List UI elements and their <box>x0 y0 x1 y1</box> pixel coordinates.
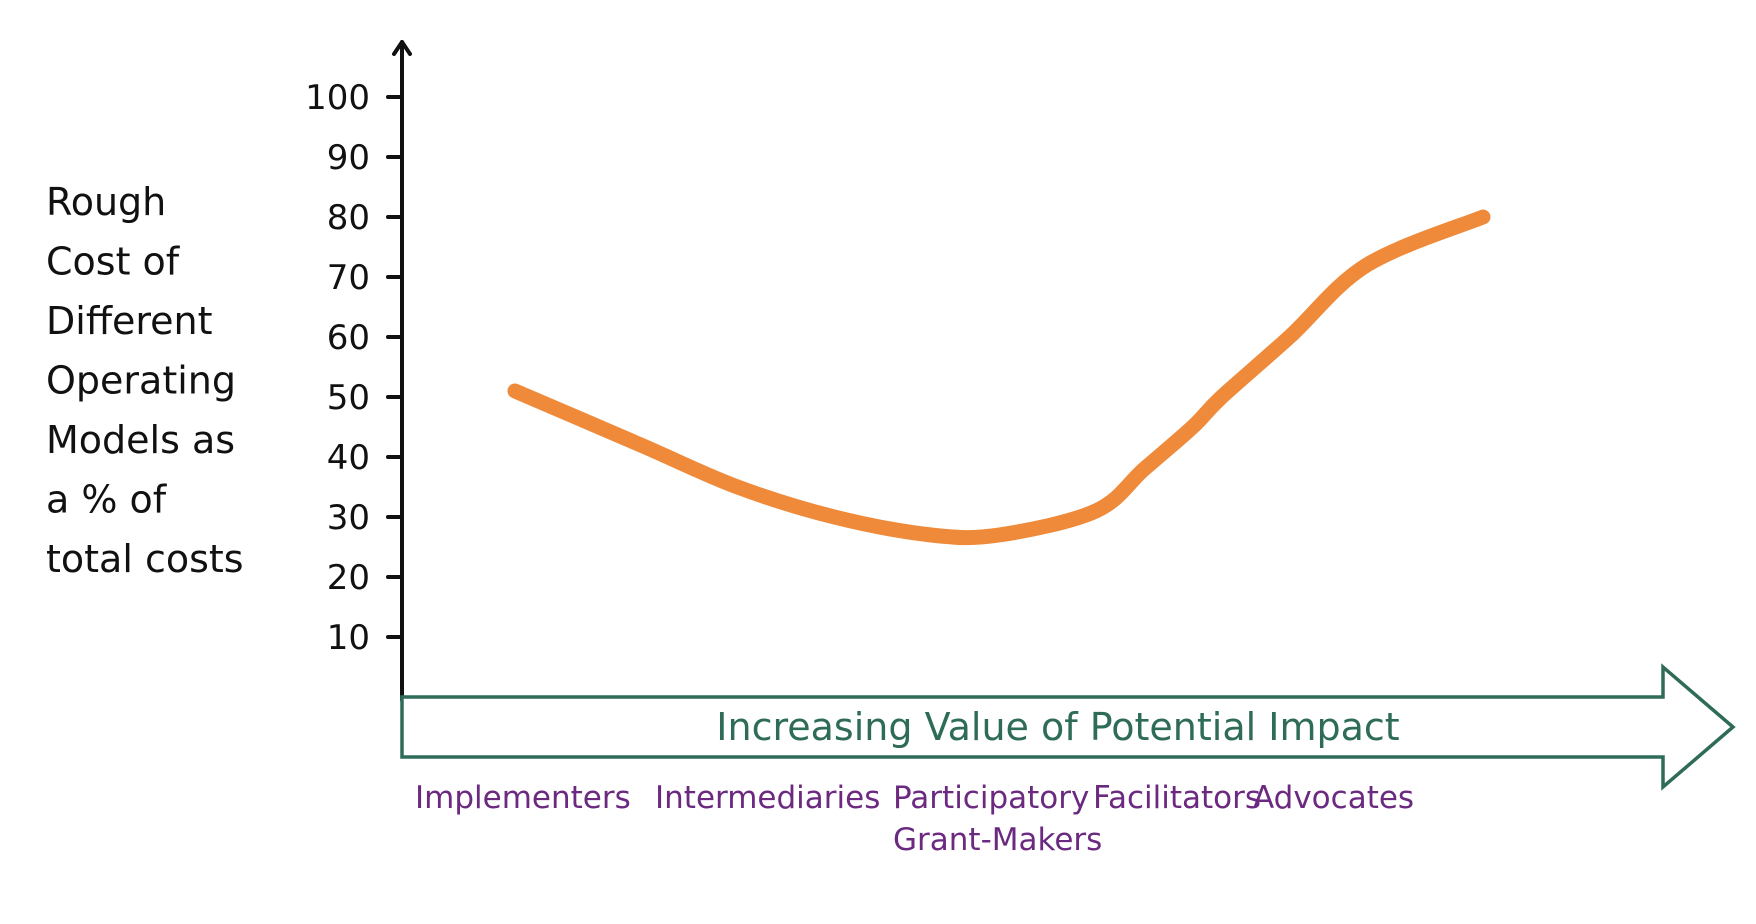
x-axis-categories: Implementers Intermediaries Participatory G… <box>415 780 1414 858</box>
y-axis-title-line: a % of <box>46 478 168 522</box>
y-tick-label: 90 <box>327 138 370 178</box>
y-axis-title-line: Different <box>46 299 213 343</box>
y-axis-title-line: Rough <box>46 180 166 224</box>
y-tick-label: 10 <box>327 618 370 658</box>
y-axis-ticks: 10 20 30 40 50 60 70 80 90 100 <box>305 78 404 658</box>
x-axis-title: Increasing Value of Potential Impact <box>716 705 1399 749</box>
y-axis-arrowhead-icon <box>392 40 412 56</box>
y-tick-label: 20 <box>327 558 370 598</box>
cost-curve-line <box>507 209 1491 546</box>
x-category-label: Participatory <box>893 780 1089 816</box>
y-tick-label: 30 <box>327 498 370 538</box>
y-tick-label: 80 <box>327 198 370 238</box>
y-axis-title: Rough Cost of Different Operating Models as a… <box>46 180 244 581</box>
x-category-label: Implementers <box>415 780 631 816</box>
y-tick-label: 40 <box>327 438 370 478</box>
y-axis <box>392 40 412 702</box>
y-axis-title-line: Cost of <box>46 240 181 284</box>
y-tick-label: 60 <box>327 318 370 358</box>
y-tick-label: 50 <box>327 378 370 418</box>
x-category-label: Advocates <box>1253 780 1414 816</box>
y-axis-title-line: Operating <box>46 359 236 403</box>
y-tick-label: 70 <box>327 258 370 298</box>
y-axis-title-line: total costs <box>46 537 244 581</box>
right-arrow-icon <box>400 663 1736 791</box>
x-category-label: Grant-Makers <box>893 822 1102 858</box>
y-axis-title-line: Models as <box>46 418 235 462</box>
x-axis-arrow: Increasing Value of Potential Impact <box>400 663 1736 791</box>
x-category-label: Facilitators <box>1093 780 1261 816</box>
y-tick-label: 100 <box>305 78 370 118</box>
x-category-label: Intermediaries <box>655 780 880 816</box>
